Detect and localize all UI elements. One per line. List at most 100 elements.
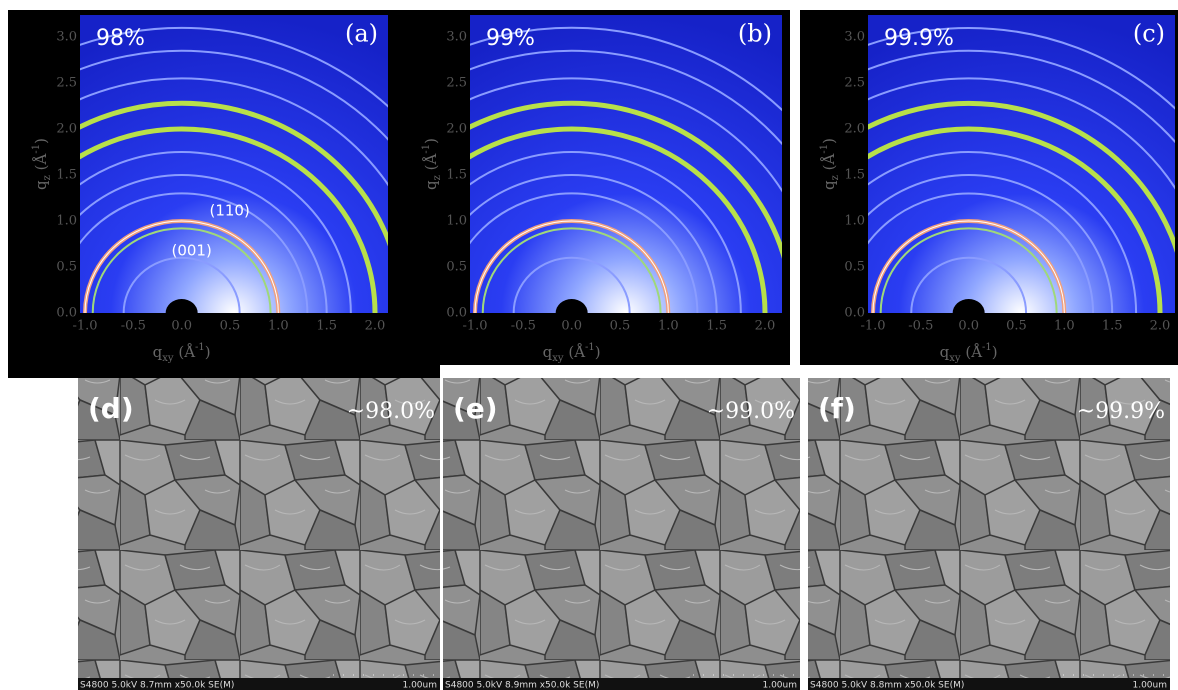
- x-tick-label: 1.5: [1102, 319, 1123, 334]
- y-tick-label: 0.0: [446, 306, 467, 321]
- x-tick-label: 0.5: [220, 319, 241, 334]
- ring: [868, 77, 1175, 190]
- purity: 99%: [486, 26, 535, 51]
- y-tick-label: 2.0: [446, 122, 467, 137]
- y-tick-label: 2.5: [446, 76, 467, 91]
- x-tick-label: 1.0: [658, 319, 679, 334]
- ring: [470, 151, 742, 313]
- y-tick-label: 1.5: [446, 168, 467, 183]
- scale-bar-label: 1.00um: [762, 681, 797, 690]
- ring: [868, 151, 1138, 313]
- axis-label-part: ): [32, 138, 50, 144]
- axis-label: qz (Å-1): [31, 138, 53, 190]
- ring: [80, 174, 328, 313]
- beamstop: [555, 299, 588, 313]
- x-tick-label: -0.5: [121, 319, 146, 334]
- detector: [80, 15, 388, 313]
- ring: [868, 27, 1175, 111]
- scale-bar-label: 1.00um: [402, 681, 437, 690]
- sem-image: [78, 378, 440, 690]
- axis-label-part: z: [830, 175, 841, 180]
- y-tick-label: 3.0: [844, 30, 865, 45]
- ring: [80, 192, 309, 313]
- axis-label: qz (Å-1): [421, 138, 443, 190]
- y-tick-label: 2.0: [844, 122, 865, 137]
- axis-label-part: -1: [819, 144, 830, 154]
- ring: [122, 256, 241, 313]
- axis-label-part: -1: [195, 342, 205, 353]
- axis-label-part: ): [992, 343, 998, 361]
- y-tick-label: 1.0: [56, 214, 77, 229]
- axis-label-part: (Å: [32, 153, 50, 175]
- ring: [470, 77, 782, 193]
- axis-label-part: ): [422, 138, 440, 144]
- ring: [879, 227, 1058, 313]
- x-tick-label: -0.5: [908, 319, 933, 334]
- axis-label-part: xy: [162, 353, 174, 364]
- y-tick-label: 2.5: [844, 76, 865, 91]
- y-tick-label: 1.0: [844, 214, 865, 229]
- x-tick-label: 0.0: [171, 319, 192, 334]
- ring: [910, 256, 1028, 313]
- axis-label-part: z: [432, 175, 443, 180]
- ring: [868, 193, 1095, 313]
- x-tick-label: 1.5: [316, 319, 337, 334]
- purity: 98%: [96, 26, 145, 51]
- y-tick-label: 0.5: [446, 260, 467, 275]
- y-tick-label: 0.0: [844, 306, 865, 321]
- panel-label: (f): [818, 392, 856, 425]
- axis-label-part: q: [153, 343, 163, 361]
- y-tick-label: 0.0: [56, 306, 77, 321]
- axis-label-part: q: [820, 180, 838, 190]
- y-tick-label: 3.0: [56, 30, 77, 45]
- x-tick-label: -1.0: [462, 319, 487, 334]
- sem-footer: S4800 5.0kV 8.8mm x50.0k SE(M): [810, 681, 964, 690]
- ring: [91, 227, 272, 313]
- panel-label: (d): [88, 392, 134, 425]
- axis-label-part: q: [543, 343, 553, 361]
- axis-label-part: ): [205, 343, 211, 361]
- ring: [80, 151, 352, 313]
- y-tick-label: 1.0: [446, 214, 467, 229]
- ring: [481, 227, 662, 313]
- x-tick-label: 2.0: [365, 319, 386, 334]
- x-tick-label: -0.5: [511, 319, 536, 334]
- axis-label-part: -1: [585, 342, 595, 353]
- ring: [80, 126, 378, 313]
- ring: [868, 126, 1163, 313]
- y-tick-label: 1.5: [56, 168, 77, 183]
- ring: [470, 192, 699, 313]
- sem-footer-bar: [443, 678, 800, 690]
- y-tick-label: 2.0: [56, 122, 77, 137]
- purity: ~99.0%: [707, 399, 795, 424]
- axis-label-part: q: [940, 343, 950, 361]
- giwaxs-image: [80, 15, 388, 313]
- axis-label: qxy (Å-1): [153, 342, 211, 364]
- x-tick-label: 1.5: [706, 319, 727, 334]
- x-tick-label: 0.0: [561, 319, 582, 334]
- axis-label-part: (Å: [961, 343, 983, 361]
- ring: [868, 100, 1175, 254]
- y-tick-label: 0.5: [56, 260, 77, 275]
- x-tick-label: -1.0: [860, 319, 885, 334]
- axis-label-part: -1: [982, 342, 992, 353]
- panel-label: (c): [1133, 20, 1165, 48]
- ring: [470, 126, 768, 313]
- axis-label-part: -1: [31, 144, 42, 154]
- ring: [470, 100, 782, 260]
- ring: [470, 174, 718, 313]
- sem-footer: S4800 5.0kV 8.7mm x50.0k SE(M): [80, 681, 234, 690]
- x-tick-label: 1.0: [268, 319, 289, 334]
- axis-label-part: ): [595, 343, 601, 361]
- ring: [80, 100, 388, 247]
- sem-image: [443, 378, 800, 690]
- sem-image: [808, 378, 1170, 690]
- axis-label-part: q: [422, 180, 440, 190]
- annotation: (001): [171, 242, 211, 260]
- beamstop: [165, 299, 198, 313]
- beamstop: [952, 299, 985, 313]
- ring: [80, 27, 388, 109]
- panel-label: (a): [345, 20, 378, 48]
- ring: [512, 256, 631, 313]
